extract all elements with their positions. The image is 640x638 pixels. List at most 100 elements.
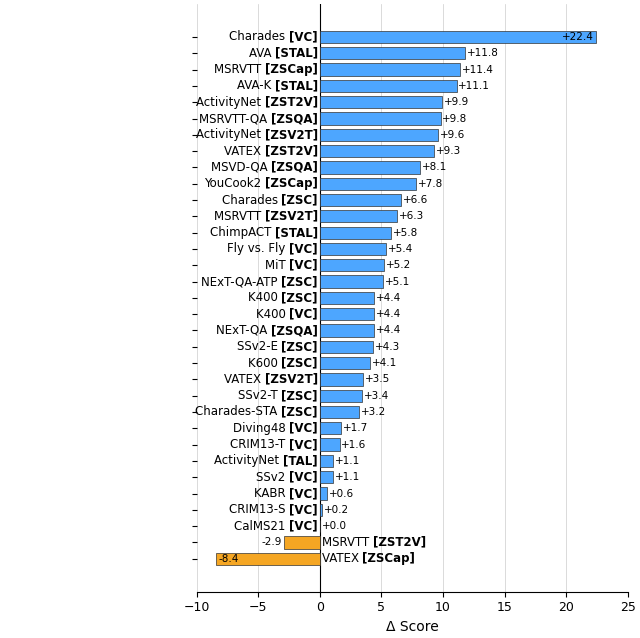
Text: [VC]: [VC] — [289, 242, 318, 255]
Text: +0.0: +0.0 — [322, 521, 347, 531]
Text: VATEX: VATEX — [224, 373, 265, 386]
Text: [STAL]: [STAL] — [275, 226, 318, 239]
Text: [ZSQA]: [ZSQA] — [271, 161, 318, 174]
Text: NExT-QA: NExT-QA — [216, 324, 271, 337]
Text: CRIM13-S: CRIM13-S — [229, 503, 289, 516]
Text: +3.5: +3.5 — [365, 375, 390, 384]
Text: +5.8: +5.8 — [393, 228, 419, 237]
Text: KABR: KABR — [254, 487, 289, 500]
Text: CalMS21: CalMS21 — [234, 519, 289, 533]
Text: +11.1: +11.1 — [458, 81, 490, 91]
Text: [ZSC]: [ZSC] — [282, 275, 318, 288]
Text: K400: K400 — [256, 308, 289, 321]
Text: SSv2-E: SSv2-E — [237, 340, 282, 353]
Text: Charades-STA: Charades-STA — [195, 406, 282, 419]
Text: [ZSCap]: [ZSCap] — [362, 553, 415, 565]
Text: Charades: Charades — [221, 193, 282, 207]
Text: [STAL]: [STAL] — [275, 47, 318, 60]
Text: VATEX: VATEX — [322, 553, 362, 565]
Bar — [320, 194, 401, 206]
Bar — [320, 341, 372, 353]
Text: +22.4: +22.4 — [561, 32, 593, 42]
Text: [VC]: [VC] — [289, 422, 318, 435]
Bar — [320, 63, 460, 76]
Bar — [320, 357, 371, 369]
Bar — [320, 276, 383, 288]
Text: [ZSC]: [ZSC] — [282, 389, 318, 402]
Text: [ZST2V]: [ZST2V] — [265, 145, 318, 158]
Text: Charades: Charades — [230, 31, 289, 43]
Text: +4.4: +4.4 — [376, 325, 401, 336]
Text: K400: K400 — [248, 292, 282, 304]
Text: +1.1: +1.1 — [335, 472, 360, 482]
Text: +1.6: +1.6 — [341, 440, 367, 450]
Bar — [320, 292, 374, 304]
Text: [ZSCap]: [ZSCap] — [265, 63, 318, 76]
Text: YouCook2: YouCook2 — [204, 177, 265, 190]
Text: +8.1: +8.1 — [422, 163, 447, 172]
Bar — [320, 226, 391, 239]
Bar — [320, 390, 362, 402]
Text: +11.8: +11.8 — [467, 48, 499, 58]
Text: [VC]: [VC] — [289, 503, 318, 516]
Text: [ZSCap]: [ZSCap] — [265, 177, 318, 190]
Text: [VC]: [VC] — [289, 308, 318, 321]
Bar — [320, 471, 333, 484]
Bar — [320, 243, 387, 255]
Text: MSVD-QA: MSVD-QA — [211, 161, 271, 174]
Bar — [320, 112, 440, 124]
Text: +4.4: +4.4 — [376, 293, 401, 303]
Text: MiT: MiT — [265, 259, 289, 272]
Text: +4.1: +4.1 — [372, 358, 397, 368]
Text: +9.9: +9.9 — [444, 97, 469, 107]
Text: Diving48: Diving48 — [233, 422, 289, 435]
Text: +4.4: +4.4 — [376, 309, 401, 319]
Text: [ZSV2T]: [ZSV2T] — [265, 210, 318, 223]
Text: NExT-QA-ATP: NExT-QA-ATP — [201, 275, 282, 288]
Text: +1.7: +1.7 — [342, 423, 368, 433]
Text: CRIM13-T: CRIM13-T — [230, 438, 289, 451]
Text: +5.2: +5.2 — [386, 260, 411, 271]
Text: +0.2: +0.2 — [324, 505, 349, 515]
Text: +5.4: +5.4 — [388, 244, 413, 254]
Text: SSv2-T: SSv2-T — [238, 389, 282, 402]
Text: [VC]: [VC] — [289, 31, 318, 43]
Text: [ZSV2T]: [ZSV2T] — [265, 128, 318, 141]
Text: AVA-K: AVA-K — [237, 79, 275, 93]
Bar — [320, 47, 465, 59]
Text: +4.3: +4.3 — [374, 342, 400, 352]
Text: [ZSQA]: [ZSQA] — [271, 324, 318, 337]
Text: [VC]: [VC] — [289, 519, 318, 533]
Text: -2.9: -2.9 — [262, 537, 282, 547]
Bar — [320, 487, 327, 500]
Text: +5.1: +5.1 — [385, 276, 410, 286]
Bar — [320, 308, 374, 320]
Text: ActivityNet: ActivityNet — [196, 128, 265, 141]
Bar — [320, 406, 359, 418]
Text: +9.8: +9.8 — [442, 114, 468, 124]
Text: MSRVTT-QA: MSRVTT-QA — [199, 112, 271, 125]
Text: SSv2: SSv2 — [257, 471, 289, 484]
Bar — [320, 422, 340, 434]
Bar — [320, 324, 374, 337]
Text: +3.4: +3.4 — [364, 390, 388, 401]
Text: VATEX: VATEX — [224, 145, 265, 158]
Text: [ZSC]: [ZSC] — [282, 406, 318, 419]
Bar — [320, 504, 323, 516]
Text: +11.4: +11.4 — [462, 64, 494, 75]
Text: AVA: AVA — [248, 47, 275, 60]
Bar — [320, 161, 420, 174]
Text: +1.1: +1.1 — [335, 456, 360, 466]
Bar — [320, 373, 363, 385]
Bar — [216, 553, 320, 565]
Bar — [320, 211, 397, 223]
Text: MSRVTT: MSRVTT — [322, 536, 372, 549]
Text: [ZSC]: [ZSC] — [282, 357, 318, 369]
Text: +9.6: +9.6 — [440, 130, 465, 140]
Bar — [320, 80, 456, 92]
Bar — [320, 177, 416, 190]
Text: [TAL]: [TAL] — [284, 454, 318, 468]
Text: +9.3: +9.3 — [436, 146, 461, 156]
Text: MSRVTT: MSRVTT — [214, 210, 265, 223]
Text: [ZSC]: [ZSC] — [282, 292, 318, 304]
